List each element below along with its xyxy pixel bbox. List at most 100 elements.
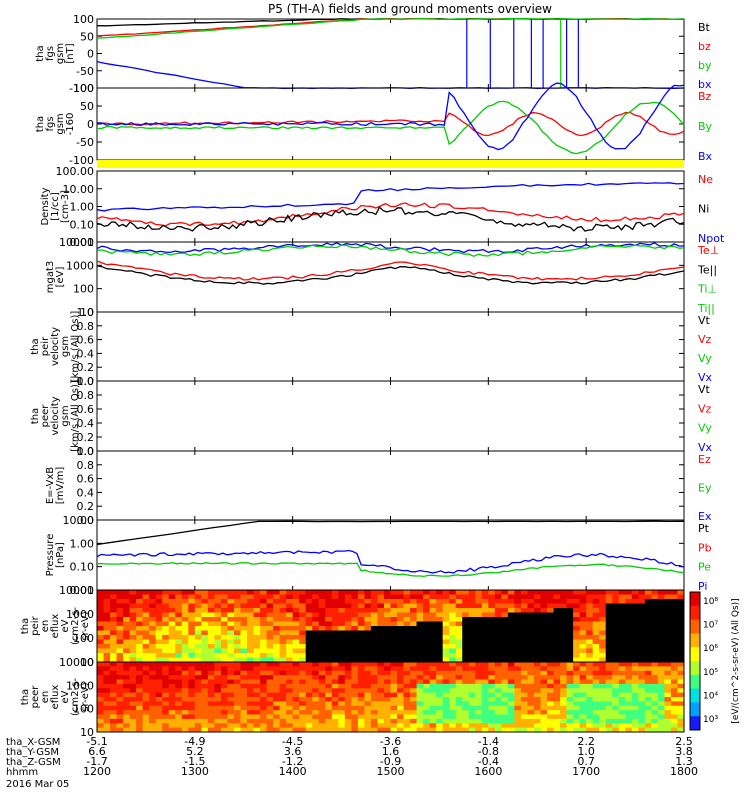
spectrogram-cell xyxy=(533,679,542,685)
spectrogram-cell xyxy=(468,675,476,680)
spectrogram-cell xyxy=(377,718,385,724)
spectrogram-cell xyxy=(370,662,378,667)
spectrogram-cell xyxy=(136,666,144,672)
y-tick-label: 50 xyxy=(80,100,94,113)
spectrogram-cell xyxy=(449,621,457,627)
spectrogram-cell xyxy=(142,710,150,715)
spectrogram-cell xyxy=(520,657,528,663)
spectrogram-cell xyxy=(129,701,137,707)
spectrogram-cell xyxy=(220,653,228,658)
spectrogram-cell xyxy=(481,688,489,694)
spectrogram-cell xyxy=(260,718,268,724)
spectrogram-cell xyxy=(410,692,418,698)
spectrogram-cell xyxy=(436,723,444,729)
spectrogram-cell xyxy=(638,701,646,707)
spectrogram-cell xyxy=(312,630,320,636)
spectrogram-cell xyxy=(123,644,131,649)
spectrogram-cell xyxy=(123,639,131,645)
spectrogram-cell xyxy=(318,692,326,698)
spectrogram-cell xyxy=(227,599,235,604)
spectrogram-cell xyxy=(638,692,646,698)
spectrogram-cell xyxy=(507,662,515,667)
spectrogram-cell xyxy=(410,612,418,618)
spectrogram-cell xyxy=(618,679,626,685)
spectrogram-cell xyxy=(442,675,450,680)
spectrogram-cell xyxy=(318,683,326,689)
spectrogram-cell xyxy=(240,612,248,618)
spectrogram-cell xyxy=(260,612,268,618)
spectrogram-cell xyxy=(475,692,483,698)
spectrogram-cell xyxy=(573,657,581,663)
spectrogram-cell xyxy=(266,679,274,685)
spectrogram-cell xyxy=(631,679,639,685)
spectrogram-cell xyxy=(377,608,385,613)
spectrogram-cell xyxy=(299,692,307,698)
spectrogram-cell xyxy=(462,599,470,604)
spectrogram-cell xyxy=(514,648,522,654)
spectrogram-cell xyxy=(677,714,685,720)
spectrogram-cell xyxy=(110,648,118,654)
spectrogram-cell xyxy=(592,594,600,600)
spectrogram-cell xyxy=(286,670,294,676)
spectrogram-cell xyxy=(573,705,581,711)
spectrogram-cell xyxy=(442,697,450,702)
spectrogram-cell xyxy=(175,599,183,604)
spectrogram-cell xyxy=(507,648,515,654)
spectrogram-cell xyxy=(292,657,300,663)
spectrogram-cell xyxy=(592,608,600,613)
spectrogram-cell xyxy=(507,644,515,649)
spectrogram-cell xyxy=(168,594,176,600)
spectrogram-cell xyxy=(514,608,522,613)
colorbar-tick-label: 10⁷ xyxy=(703,621,718,631)
spectrogram-cell xyxy=(507,705,515,711)
spectrogram-cell xyxy=(664,727,672,733)
y-tick-label: 100 xyxy=(73,283,94,296)
spectrogram-cell xyxy=(299,723,307,729)
spectrogram-cell xyxy=(520,701,528,707)
spectrogram-cell xyxy=(247,617,255,622)
spectrogram-cell xyxy=(175,644,183,649)
legend-entry: Vx xyxy=(698,371,713,384)
spectrogram-cell xyxy=(423,662,431,667)
spectrogram-cell xyxy=(201,590,209,595)
spectrogram-cell xyxy=(116,599,124,604)
spectrogram-cell xyxy=(273,705,281,711)
y-axis-label-line: fgs xyxy=(45,116,56,131)
spectrogram-cell xyxy=(175,688,183,694)
spectrogram-cell xyxy=(351,675,359,680)
spectrogram-cell xyxy=(481,692,489,698)
spectrogram-cell xyxy=(325,603,333,609)
spectrogram-cell xyxy=(233,675,241,680)
spectrogram-cell xyxy=(188,599,196,604)
spectrogram-cell xyxy=(462,626,470,631)
spectrogram-cell xyxy=(247,648,255,654)
spectrogram-cell xyxy=(377,701,385,707)
spectrogram-cell xyxy=(612,653,620,658)
spectrogram-cell xyxy=(292,644,300,649)
spectrogram-cell xyxy=(201,705,209,711)
spectrogram-cell xyxy=(155,626,163,631)
spectrogram-cell xyxy=(110,657,118,663)
spectrogram-cell xyxy=(579,723,587,729)
spectrogram-cell xyxy=(325,635,333,640)
spectrogram-cell xyxy=(631,648,639,654)
spectrogram-cell xyxy=(129,666,137,672)
legend-entry: By xyxy=(698,120,713,133)
ephemeris-value: 6.6 xyxy=(88,745,106,758)
spectrogram-cell xyxy=(194,612,202,618)
spectrogram-cell xyxy=(586,653,594,658)
spectrogram-cell xyxy=(175,697,183,702)
spectrogram-cell xyxy=(416,683,424,689)
spectrogram-cell xyxy=(657,608,665,613)
ephemeris-value: 1600 xyxy=(474,765,502,778)
spectrogram-cell xyxy=(533,727,542,733)
spectrogram-cell xyxy=(488,644,496,649)
spectrogram-cell xyxy=(292,683,300,689)
y-axis-label-line: eflux xyxy=(50,614,61,639)
spectrogram-cell xyxy=(383,701,391,707)
spectrogram-cell xyxy=(520,718,528,724)
spectrogram-cell xyxy=(657,621,665,627)
spectrogram-cell xyxy=(247,653,255,658)
spectrogram-cell xyxy=(318,639,326,645)
spectrogram-cell xyxy=(227,670,235,676)
